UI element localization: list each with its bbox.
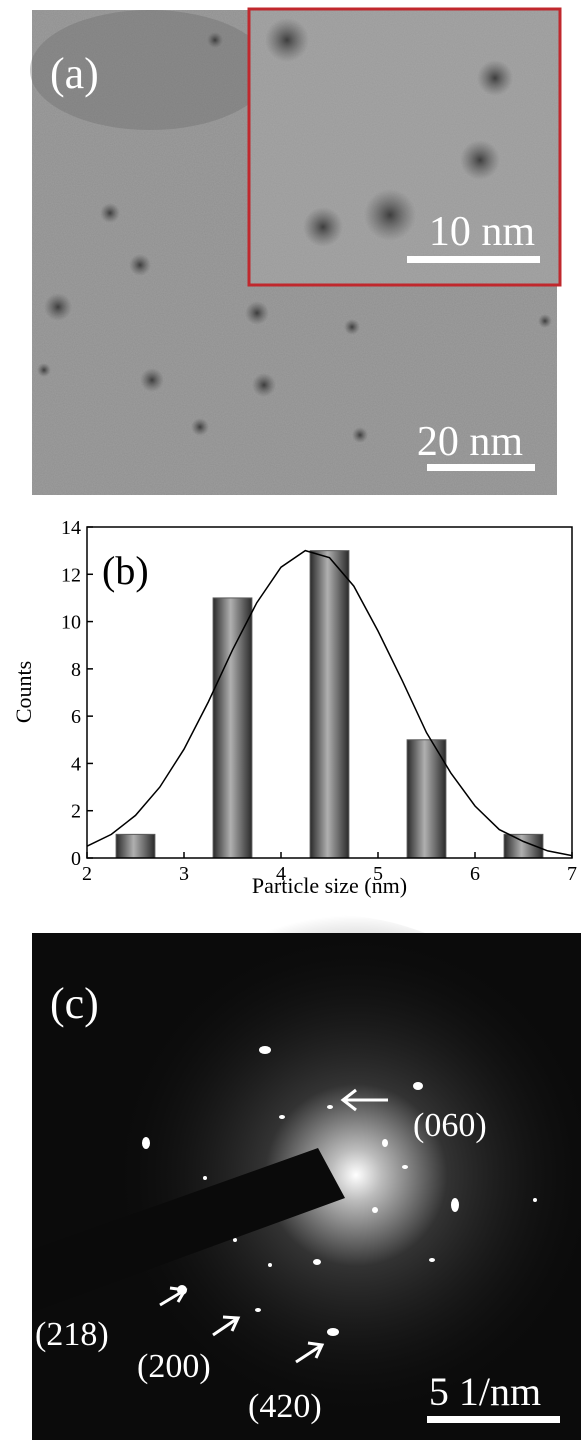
spot-label: (420) [248, 1388, 322, 1425]
bar [115, 833, 156, 859]
diffraction-image [32, 915, 581, 1440]
y-tick-label: 14 [61, 517, 81, 539]
plot-frame [86, 526, 573, 859]
spot-label: (200) [137, 1348, 211, 1385]
y-axis-label: Counts [11, 661, 36, 723]
y-tick-label: 12 [61, 564, 81, 586]
x-tick-label: 7 [567, 863, 577, 885]
spot-label: (060) [413, 1107, 487, 1144]
scale-label: 5 1/nm [429, 1369, 541, 1414]
bar [309, 550, 350, 859]
scale-bar [427, 1416, 560, 1423]
panel-label: (b) [102, 548, 149, 593]
x-tick-label: 5 [373, 863, 383, 885]
y-tick-label: 2 [71, 801, 81, 823]
x-tick-label: 3 [179, 863, 189, 885]
y-tick-label: 0 [71, 848, 81, 870]
scale-label: 20 nm [417, 419, 524, 465]
x-axis-label: Particle size (nm) [252, 873, 407, 898]
scale-label: 10 nm [429, 209, 536, 255]
bar [406, 739, 447, 859]
panel-label: (c) [50, 979, 99, 1028]
x-tick-label: 4 [276, 863, 286, 885]
y-tick-label: 10 [61, 612, 81, 634]
y-tick-label: 4 [71, 753, 81, 775]
spot-label: (218) [35, 1316, 109, 1353]
x-tick-label: 6 [470, 863, 480, 885]
inset [247, 7, 562, 287]
x-tick-label: 2 [82, 863, 92, 885]
y-tick-label: 8 [71, 659, 81, 681]
bar [212, 597, 253, 859]
scale-bar [427, 464, 535, 471]
y-tick-label: 6 [71, 706, 81, 728]
scale-bar [407, 256, 540, 263]
fit-curve [86, 549, 573, 857]
panel-label: (a) [50, 49, 99, 98]
